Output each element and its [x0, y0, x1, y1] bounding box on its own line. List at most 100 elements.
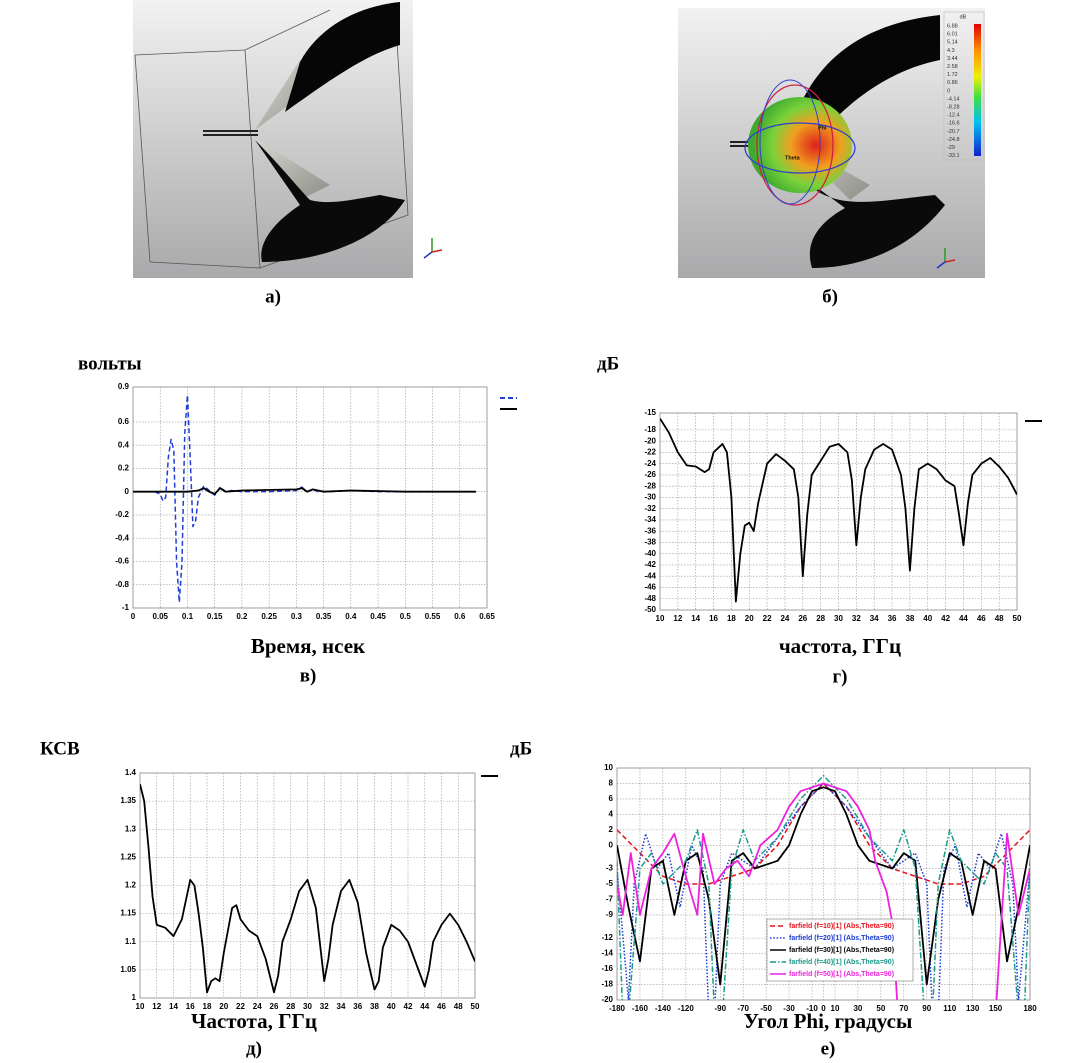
colorbar-label: -8.28: [947, 104, 960, 110]
y-tick-label: 1: [132, 993, 137, 1002]
chart-caption: д): [246, 1038, 262, 1059]
y-tick-label: 0.6: [118, 417, 130, 426]
x-tick-label: 10: [136, 1002, 145, 1011]
x-tick-label: 48: [454, 1002, 463, 1011]
x-axis-label: Частота, ГГц: [191, 1009, 317, 1033]
page: а)б)dB6.886.015.144.33.442.581.720.860-4…: [0, 0, 1067, 1063]
y-tick-label: -42: [644, 560, 656, 569]
colorbar-label: -33.1: [947, 153, 960, 159]
colorbar-label: -24.8: [947, 137, 960, 143]
y-tick-label: -46: [644, 583, 656, 592]
x-tick-label: 46: [437, 1002, 446, 1011]
x-tick-label: 48: [995, 614, 1004, 623]
x-tick-label: 22: [763, 614, 772, 623]
x-tick-label: 42: [404, 1002, 413, 1011]
y-tick-label: 2: [609, 825, 614, 834]
colorbar-label: -4.14: [947, 96, 960, 102]
y-tick-label: -0.8: [115, 580, 129, 589]
chart: -50-48-46-44-42-40-38-36-34-32-30-28-26-…: [597, 353, 1042, 687]
y-tick-label: 1.3: [125, 824, 137, 833]
x-tick-label: 0: [131, 612, 136, 621]
y-tick-label: 1.1: [125, 937, 137, 946]
colorbar-label: 6.88: [947, 23, 958, 29]
y-axis-label: вольты: [78, 353, 142, 374]
x-tick-label: -160: [632, 1004, 649, 1013]
x-axis-label: Время, нсек: [251, 634, 366, 658]
chart: -20-18-16-14-12-9-7-5-30246810-180-160-1…: [510, 738, 1037, 1059]
x-tick-label: 50: [1013, 614, 1022, 623]
colorbar-label: 5.14: [947, 40, 958, 46]
y-axis-label: дБ: [597, 353, 619, 374]
colorbar-label: 2.58: [947, 64, 958, 70]
y-tick-label: -20: [601, 995, 613, 1004]
y-tick-label: 0.4: [118, 440, 130, 449]
x-tick-label: 0.15: [207, 612, 223, 621]
y-tick-label: -48: [644, 594, 656, 603]
x-tick-label: -90: [714, 1004, 726, 1013]
render-a: [133, 0, 442, 278]
y-tick-label: -14: [601, 949, 613, 958]
legend-label: farfield (f=30)[1] (Abs,Theta=90): [789, 947, 894, 954]
x-tick-label: 30: [834, 614, 843, 623]
y-tick-label: -38: [644, 538, 656, 547]
chart-caption: е): [821, 1038, 836, 1059]
y-tick-label: -9: [606, 910, 614, 919]
y-tick-label: -0.2: [115, 510, 129, 519]
x-tick-label: 14: [691, 614, 700, 623]
x-tick-label: 0.6: [454, 612, 466, 621]
y-tick-label: -32: [644, 504, 656, 513]
y-tick-label: -28: [644, 481, 656, 490]
y-tick-label: 0: [609, 840, 614, 849]
y-tick-label: 1.2: [125, 881, 137, 890]
x-tick-label: 0.05: [152, 612, 168, 621]
legend-label: farfield (f=10)[1] (Abs,Theta=90): [789, 923, 894, 930]
x-tick-label: -180: [609, 1004, 626, 1013]
x-tick-label: 40: [923, 614, 932, 623]
x-tick-label: 34: [337, 1002, 346, 1011]
y-tick-label: -34: [644, 515, 656, 524]
colorbar-label: 6.01: [947, 32, 958, 38]
panel-caption: б): [822, 286, 838, 307]
x-tick-label: 0.35: [316, 612, 332, 621]
x-tick-label: 46: [977, 614, 986, 623]
x-tick-label: 16: [709, 614, 718, 623]
x-tick-label: 32: [852, 614, 861, 623]
pattern-annotation: Phi: [818, 125, 827, 131]
colorbar-label: 0.86: [947, 80, 958, 86]
x-tick-label: 0.3: [291, 612, 303, 621]
x-tick-label: 0.4: [345, 612, 357, 621]
x-tick-label: 110: [943, 1004, 956, 1013]
x-tick-label: 90: [922, 1004, 931, 1013]
panel-caption: а): [265, 286, 281, 307]
y-tick-label: -7: [606, 895, 614, 904]
x-tick-label: 42: [941, 614, 950, 623]
y-axis-label: дБ: [510, 738, 532, 759]
y-tick-label: -15: [644, 408, 656, 417]
chart-caption: г): [833, 666, 848, 687]
x-tick-label: 40: [387, 1002, 396, 1011]
x-tick-label: 38: [370, 1002, 379, 1011]
colorbar-label: -29: [947, 145, 955, 151]
y-tick-label: 1.15: [120, 909, 136, 918]
x-tick-label: 36: [353, 1002, 362, 1011]
y-tick-label: -26: [644, 470, 656, 479]
y-tick-label: 8: [609, 779, 614, 788]
x-axis-label: Угол Phi, градусы: [744, 1009, 913, 1033]
y-tick-label: 6: [609, 794, 614, 803]
y-tick-label: -50: [644, 605, 656, 614]
x-tick-label: 18: [727, 614, 736, 623]
y-tick-label: -12: [601, 933, 613, 942]
colorbar-label: 4.3: [947, 48, 955, 54]
colorbar-label: -16.6: [947, 121, 960, 127]
y-axis-label: КСВ: [40, 738, 80, 759]
x-tick-label: 24: [780, 614, 789, 623]
colorbar-label: -12.4: [947, 113, 960, 119]
y-tick-label: -44: [644, 571, 656, 580]
y-tick-label: -0.4: [115, 533, 129, 542]
x-tick-label: 26: [798, 614, 807, 623]
y-tick-label: -3: [606, 864, 614, 873]
x-tick-label: 44: [420, 1002, 429, 1011]
y-tick-label: -1: [122, 603, 130, 612]
